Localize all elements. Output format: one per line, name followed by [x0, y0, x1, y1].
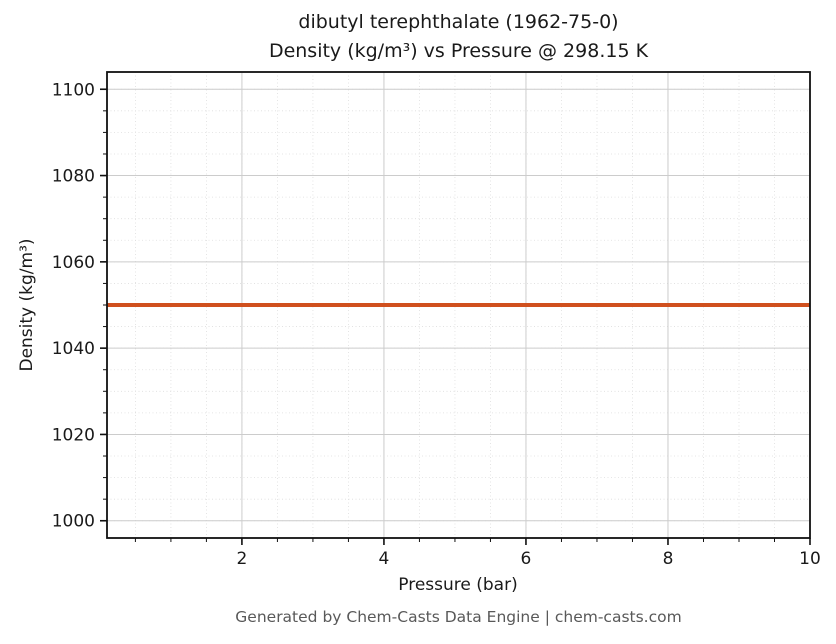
svg-text:10: 10 [799, 549, 821, 569]
svg-text:2: 2 [237, 549, 248, 569]
x-tick-labels: 2 4 6 8 10 [237, 549, 821, 569]
chart-title: dibutyl terephthalate (1962-75-0) Densit… [107, 8, 810, 66]
tick-marks [100, 88, 811, 545]
svg-text:4: 4 [379, 549, 390, 569]
x-axis-label: Pressure (bar) [398, 575, 518, 595]
svg-text:1100: 1100 [52, 80, 95, 100]
svg-text:1020: 1020 [52, 425, 95, 445]
y-tick-labels: 1000 1020 1040 1060 1080 1100 [52, 80, 95, 531]
y-axis-label: Density (kg/m³) [17, 238, 37, 372]
svg-text:1060: 1060 [52, 253, 95, 273]
footer-credit: Generated by Chem-Casts Data Engine | ch… [235, 608, 682, 626]
svg-text:8: 8 [663, 549, 674, 569]
chart-title-line2: Density (kg/m³) vs Pressure @ 298.15 K [268, 40, 649, 62]
svg-text:1000: 1000 [52, 512, 95, 532]
chart-title-line1: dibutyl terephthalate (1962-75-0) [298, 11, 619, 33]
svg-text:1080: 1080 [52, 167, 95, 187]
svg-text:6: 6 [521, 549, 532, 569]
svg-text:1040: 1040 [52, 339, 95, 359]
